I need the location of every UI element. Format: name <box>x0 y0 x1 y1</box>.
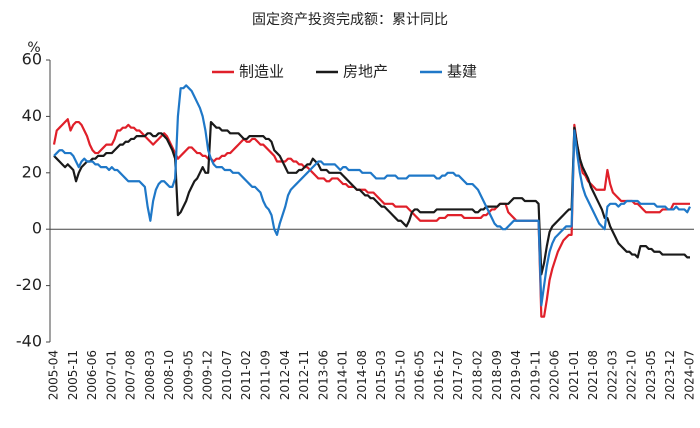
x-tick-label: 2010-07 <box>220 350 234 400</box>
x-tick-label: 2009-05 <box>181 350 195 400</box>
x-tick-label: 2014-01 <box>336 350 350 400</box>
y-tick-label: 0 <box>32 219 42 238</box>
series-line <box>53 120 690 276</box>
x-tick-label: 2023-05 <box>644 350 658 400</box>
x-tick-label: 2013-06 <box>316 350 330 400</box>
x-tick-label: 2019-04 <box>509 350 523 400</box>
y-tick-label: -40 <box>16 332 42 351</box>
x-tick-label: 2012-04 <box>278 350 292 400</box>
x-tick-label: 2024-07 <box>683 350 697 400</box>
x-tick-label: 2015-10 <box>393 350 407 400</box>
x-tick-label: 2007-08 <box>124 350 138 400</box>
x-tick-label: 2015-03 <box>374 350 388 400</box>
x-tick-label: 2009-12 <box>201 350 215 400</box>
x-tick-label: 2011-02 <box>239 350 253 400</box>
x-tick-label: 2011-09 <box>259 350 273 400</box>
x-tick-label: 2019-11 <box>528 350 542 400</box>
x-tick-label: 2006-06 <box>85 350 99 400</box>
x-tick-label: 2017-07 <box>451 350 465 400</box>
x-tick-label: 2018-09 <box>490 350 504 400</box>
y-tick-label: 40 <box>22 106 42 125</box>
x-tick-label: 2021-01 <box>567 350 581 400</box>
x-tick-label: 2020-06 <box>548 350 562 400</box>
x-tick-label: 2007-01 <box>104 350 118 400</box>
legend-label: 房地产 <box>343 63 388 81</box>
x-tick-label: 2005-04 <box>47 350 61 400</box>
x-tick-label: 2005-11 <box>66 350 80 400</box>
x-tick-label: 2016-12 <box>432 350 446 400</box>
y-unit: % <box>27 40 40 56</box>
x-tick-label: 2022-10 <box>625 350 639 400</box>
y-tick-label: 60 <box>22 50 42 69</box>
series-line <box>52 118 690 318</box>
x-tick-label: 2022-03 <box>605 350 619 400</box>
x-tick-label: 2016-05 <box>413 350 427 400</box>
x-tick-label: 2014-08 <box>355 350 369 400</box>
x-tick-label: 2023-12 <box>663 350 677 400</box>
x-tick-label: 2008-03 <box>143 350 157 400</box>
y-tick-label: 20 <box>22 162 42 181</box>
x-tick-label: 2021-08 <box>586 350 600 400</box>
series-line <box>53 84 691 307</box>
chart-title: 固定资产投资完成额：累计同比 <box>252 12 448 28</box>
legend-label: 基建 <box>447 63 477 81</box>
x-tick-label: 2018-02 <box>471 350 485 400</box>
x-tick-label: 2008-10 <box>162 350 176 400</box>
x-tick-label: 2012-11 <box>297 350 311 400</box>
y-tick-label: -20 <box>16 275 42 294</box>
legend-label: 制造业 <box>239 63 284 81</box>
